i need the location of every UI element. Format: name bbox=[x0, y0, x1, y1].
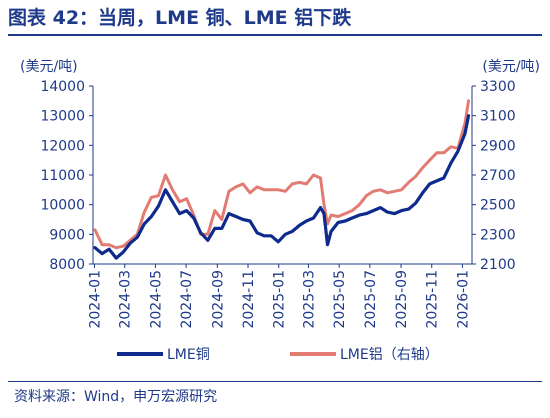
legend: LME铜 LME铝（右轴） bbox=[117, 347, 439, 363]
left-tick-label: 13000 bbox=[40, 109, 85, 125]
axes-group: 8000 9000 10000 11000 12000 13000 14000 2100 230… bbox=[40, 79, 515, 329]
x-tick-label: 2024-09 bbox=[210, 270, 226, 329]
chart-title: 图表 42：当周，LME 铜、LME 铝下跌 bbox=[8, 7, 352, 29]
right-tick-label: 2300 bbox=[480, 227, 516, 243]
x-tick-label: 2024-01 bbox=[88, 270, 104, 329]
x-tick-label: 2025-05 bbox=[332, 270, 348, 329]
x-tick-label: 2025-01 bbox=[272, 270, 288, 329]
x-tick-label: 2024-07 bbox=[179, 270, 195, 329]
right-tick-label: 2700 bbox=[480, 168, 516, 184]
x-tick-label: 2025-11 bbox=[425, 270, 441, 329]
left-tick-label: 8000 bbox=[49, 257, 85, 273]
legend-aluminum-label: LME铝（右轴） bbox=[340, 347, 439, 363]
source-note: 资料来源：Wind，申万宏源研究 bbox=[14, 389, 218, 405]
x-tick-label: 2024-11 bbox=[241, 270, 257, 329]
x-tick-label: 2025-07 bbox=[363, 270, 379, 329]
aluminum-series-line bbox=[93, 99, 470, 250]
left-tick-label: 12000 bbox=[40, 138, 85, 154]
x-tick-label: 2024-03 bbox=[118, 270, 134, 329]
legend-copper-label: LME铜 bbox=[167, 347, 210, 363]
right-tick-label: 3300 bbox=[480, 79, 516, 95]
right-tick-label: 2100 bbox=[480, 257, 516, 273]
x-tick-label: 2025-09 bbox=[394, 270, 410, 329]
right-tick-label: 2500 bbox=[480, 198, 516, 214]
right-tick-label: 3100 bbox=[480, 109, 516, 125]
title-rule bbox=[8, 34, 542, 36]
left-tick-label: 14000 bbox=[40, 79, 85, 95]
right-axis-unit: (美元/吨) bbox=[482, 59, 540, 75]
x-tick-label: 2026-01 bbox=[455, 270, 471, 329]
copper-series-line bbox=[93, 114, 471, 260]
left-tick-label: 10000 bbox=[40, 198, 85, 214]
x-tick-label: 2025-03 bbox=[301, 270, 317, 329]
left-tick-label: 9000 bbox=[49, 227, 85, 243]
right-tick-label: 2900 bbox=[480, 138, 516, 154]
footer-rule bbox=[8, 381, 542, 382]
x-tick-label: 2024-05 bbox=[148, 270, 164, 329]
left-tick-label: 11000 bbox=[40, 168, 85, 184]
series-group bbox=[93, 99, 471, 260]
left-axis-unit: (美元/吨) bbox=[20, 59, 78, 75]
